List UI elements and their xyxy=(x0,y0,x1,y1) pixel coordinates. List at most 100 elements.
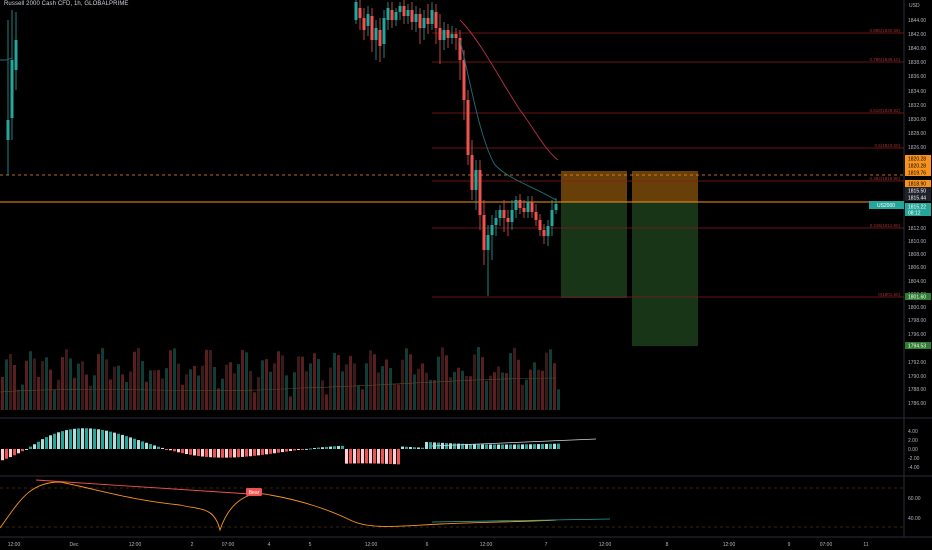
price-badge-current-bg xyxy=(905,203,931,210)
macd-bar xyxy=(505,444,508,449)
macd-bar xyxy=(177,449,180,453)
macd-bar xyxy=(313,447,316,449)
price-tick: 1826.00 xyxy=(908,145,926,151)
price-tick: 1808.00 xyxy=(908,252,926,258)
volume-bar xyxy=(509,353,512,410)
rsi-line xyxy=(0,481,557,532)
candle-body xyxy=(542,230,546,236)
candle-body xyxy=(490,225,494,235)
macd-bar xyxy=(157,446,160,449)
target-zone-1 xyxy=(561,202,627,298)
candle-body xyxy=(506,218,510,222)
time-tick: 12:00 xyxy=(129,542,142,548)
macd-bar xyxy=(297,449,300,450)
volume-bar xyxy=(497,366,500,410)
macd-bar xyxy=(153,445,156,449)
volume-bar xyxy=(485,380,488,410)
volume-bar xyxy=(213,366,216,410)
macd-bar xyxy=(429,442,432,449)
volume-bar xyxy=(505,373,508,410)
macd-bar xyxy=(53,433,56,449)
volume-bar xyxy=(5,359,8,410)
volume-bar xyxy=(349,356,352,410)
volume-bar xyxy=(369,350,372,410)
macd-bar xyxy=(333,446,336,449)
volume-bar xyxy=(489,375,492,410)
macd-bar xyxy=(49,435,52,449)
candle-body xyxy=(510,210,514,222)
macd-bar xyxy=(525,444,528,449)
macd-bar xyxy=(69,429,72,449)
candle-body xyxy=(358,8,362,18)
candle-body xyxy=(446,30,450,38)
macd-bar xyxy=(65,430,68,449)
volume-bar xyxy=(1,377,4,410)
volume-bar xyxy=(501,372,504,410)
macd-bar xyxy=(293,449,296,451)
volume-bar xyxy=(25,360,28,410)
fib-label: 0(1801.60) xyxy=(878,292,900,297)
macd-bar xyxy=(389,449,392,464)
volume-bar xyxy=(173,348,176,410)
candle-body xyxy=(406,10,410,16)
ema-fast-line xyxy=(459,39,557,201)
macd-bar xyxy=(205,449,208,457)
macd-bar xyxy=(1,449,4,461)
macd-bar xyxy=(493,444,496,449)
volume-bar xyxy=(405,348,408,410)
volume-bar xyxy=(453,371,456,410)
macd-bar xyxy=(289,449,292,451)
macd-bar xyxy=(317,447,320,449)
candle-body xyxy=(466,100,470,155)
volume-bar xyxy=(137,347,140,410)
macd-bar xyxy=(305,448,308,450)
price-tick: 1786.00 xyxy=(908,401,926,407)
volume-bar xyxy=(121,374,124,410)
macd-bar xyxy=(465,443,468,449)
volume-bar xyxy=(345,364,348,410)
volume-bar xyxy=(225,364,228,410)
macd-bar xyxy=(529,444,532,449)
macd-bar xyxy=(349,449,352,464)
macd-bar xyxy=(221,449,224,458)
volume-bar xyxy=(201,365,204,410)
macd-bar xyxy=(201,449,204,457)
price-badge-orange: 1818.90 xyxy=(908,182,926,188)
volume-bar xyxy=(89,385,92,410)
volume-bar xyxy=(389,367,392,410)
volume-bar xyxy=(245,352,248,410)
rsi-tick: 40.00 xyxy=(908,516,921,522)
candle-body xyxy=(494,218,498,225)
candle-body xyxy=(478,170,482,215)
macd-bar xyxy=(45,437,48,449)
candle-body xyxy=(422,18,426,28)
target-zone-2 xyxy=(632,202,698,346)
price-tick: 1834.00 xyxy=(908,89,926,95)
price-tick: 1828.00 xyxy=(908,131,926,137)
volume-bar xyxy=(305,371,308,410)
time-tick: 8 xyxy=(666,542,669,548)
time-tick: 11 xyxy=(863,542,868,548)
candle-body xyxy=(546,226,550,236)
volume-bar xyxy=(541,370,544,410)
macd-bar xyxy=(109,431,112,449)
volume-bar xyxy=(469,376,472,410)
volume-bar xyxy=(93,375,96,410)
macd-bar xyxy=(97,429,100,449)
macd-bar xyxy=(233,449,236,458)
time-tick: 4 xyxy=(268,542,271,548)
macd-bar xyxy=(373,449,376,464)
price-tick: 1790.00 xyxy=(908,374,926,380)
volume-bar xyxy=(21,384,24,410)
volume-bar xyxy=(69,358,72,410)
volume-bar xyxy=(33,358,36,410)
macd-bar xyxy=(41,439,44,449)
candle-body xyxy=(538,220,542,230)
candle-body xyxy=(474,170,478,190)
volume-bar xyxy=(409,354,412,410)
macd-bar xyxy=(473,444,476,449)
macd-bar xyxy=(469,444,472,449)
macd-bar xyxy=(173,449,176,452)
